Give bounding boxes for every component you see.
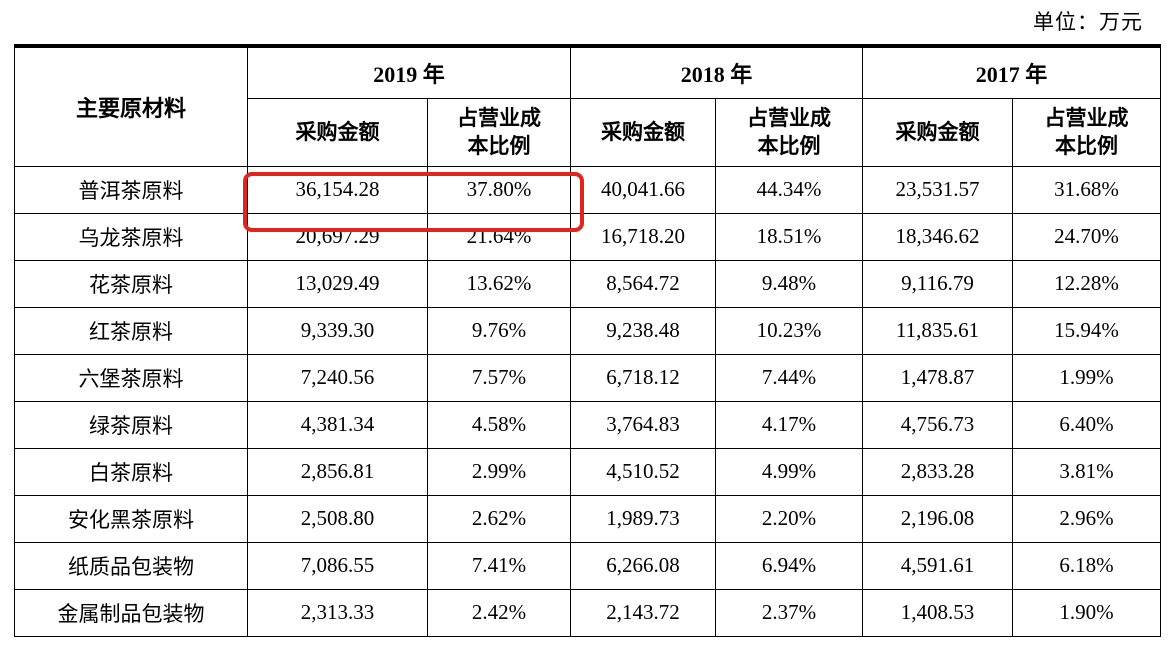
cell-2017-amount: 23,531.57 [862,165,1014,214]
cell-2017-ratio: 1.90% [1012,588,1162,637]
year-header-2019: 2019 年 [246,45,572,99]
row-label: 绿茶原料 [14,400,248,449]
cell-2019-amount: 4,381.34 [247,400,428,449]
cell-2019-amount: 7,240.56 [247,353,428,402]
cell-2017-amount: 1,408.53 [862,588,1014,637]
raw-materials-table: 主要原材料 2019 年 2018 年 2017 年 采购金额 占营业成 本比例… [14,44,1162,637]
table-row: 金属制品包装物 2,313.33 2.42% 2,143.72 2.37% 1,… [14,588,1162,637]
year-header-2017: 2017 年 [862,45,1162,99]
cell-2017-ratio: 31.68% [1012,165,1162,214]
row-label: 金属制品包装物 [14,588,248,637]
cell-2018-amount: 1,989.73 [570,494,717,543]
cell-2018-ratio: 4.17% [715,400,864,449]
cell-2017-amount: 4,591.61 [862,541,1014,590]
cell-2018-ratio: 9.48% [715,259,864,308]
row-label: 白茶原料 [14,447,248,496]
cell-2017-amount: 1,478.87 [862,353,1014,402]
cell-2018-ratio: 10.23% [715,306,864,355]
table-row: 乌龙茶原料 20,697.29 21.64% 16,718.20 18.51% … [14,212,1162,261]
cell-2018-amount: 6,266.08 [570,541,717,590]
cell-2019-amount: 2,313.33 [247,588,428,637]
row-label: 乌龙茶原料 [14,212,248,261]
table-row: 安化黑茶原料 2,508.80 2.62% 1,989.73 2.20% 2,1… [14,494,1162,543]
cell-2019-ratio: 2.99% [426,447,572,496]
cell-2017-amount: 9,116.79 [862,259,1014,308]
sub-header-ratio-2018: 占营业成 本比例 [715,97,864,167]
cell-2017-amount: 11,835.61 [862,306,1014,355]
cell-2018-ratio: 7.44% [715,353,864,402]
cell-2017-ratio: 3.81% [1012,447,1162,496]
cell-2019-ratio: 37.80% [426,165,572,214]
cell-2019-ratio: 9.76% [426,306,572,355]
row-label: 花茶原料 [14,259,248,308]
cell-2019-ratio: 21.64% [426,212,572,261]
cell-2018-ratio: 2.37% [715,588,864,637]
cell-2019-ratio: 2.42% [426,588,572,637]
cell-2017-ratio: 12.28% [1012,259,1162,308]
cell-2018-amount: 2,143.72 [570,588,717,637]
cell-2019-amount: 2,856.81 [247,447,428,496]
table-row: 花茶原料 13,029.49 13.62% 8,564.72 9.48% 9,1… [14,259,1162,308]
table-row: 绿茶原料 4,381.34 4.58% 3,764.83 4.17% 4,756… [14,400,1162,449]
cell-2019-amount: 9,339.30 [247,306,428,355]
cell-2019-amount: 20,697.29 [247,212,428,261]
cell-2018-amount: 8,564.72 [570,259,717,308]
cell-2019-ratio: 13.62% [426,259,572,308]
cell-2019-amount: 7,086.55 [247,541,428,590]
cell-2017-ratio: 15.94% [1012,306,1162,355]
cell-2017-ratio: 2.96% [1012,494,1162,543]
cell-2018-amount: 4,510.52 [570,447,717,496]
cell-2017-amount: 4,756.73 [862,400,1014,449]
cell-2018-ratio: 4.99% [715,447,864,496]
cell-2019-amount: 2,508.80 [247,494,428,543]
cell-2017-ratio: 1.99% [1012,353,1162,402]
cell-2018-amount: 16,718.20 [570,212,717,261]
sub-header-amount-2017: 采购金额 [862,97,1014,167]
cell-2019-ratio: 7.57% [426,353,572,402]
cell-2018-ratio: 6.94% [715,541,864,590]
row-label: 纸质品包装物 [14,541,248,590]
cell-2018-amount: 9,238.48 [570,306,717,355]
cell-2018-amount: 6,718.12 [570,353,717,402]
cell-2018-ratio: 2.20% [715,494,864,543]
cell-2019-ratio: 7.41% [426,541,572,590]
cell-2019-ratio: 4.58% [426,400,572,449]
table-header-sub-row: 采购金额 占营业成 本比例 采购金额 占营业成 本比例 采购金额 占营业成 本比… [15,97,1162,167]
cell-2019-amount: 36,154.28 [247,165,428,214]
cell-2017-amount: 2,833.28 [862,447,1014,496]
table-row: 普洱茶原料 36,154.28 37.80% 40,041.66 44.34% … [14,165,1162,214]
year-header-2018: 2018 年 [570,45,864,99]
cell-2017-amount: 2,196.08 [862,494,1014,543]
cell-2018-ratio: 44.34% [715,165,864,214]
cell-2017-ratio: 24.70% [1012,212,1162,261]
row-label: 六堡茶原料 [14,353,248,402]
cell-2018-ratio: 18.51% [715,212,864,261]
row-label: 安化黑茶原料 [14,494,248,543]
table-row: 红茶原料 9,339.30 9.76% 9,238.48 10.23% 11,8… [14,306,1162,355]
cell-2017-amount: 18,346.62 [862,212,1014,261]
cell-2018-amount: 40,041.66 [570,165,717,214]
corner-header: 主要原材料 [14,45,248,167]
sub-header-ratio-2019: 占营业成 本比例 [426,97,572,167]
row-label: 普洱茶原料 [14,165,248,214]
cell-2019-ratio: 2.62% [426,494,572,543]
sub-header-ratio-2017: 占营业成 本比例 [1012,97,1162,167]
table-header-year-row: 主要原材料 2019 年 2018 年 2017 年 [14,45,1162,167]
cell-2018-amount: 3,764.83 [570,400,717,449]
table-row: 六堡茶原料 7,240.56 7.57% 6,718.12 7.44% 1,47… [14,353,1162,402]
sub-header-amount-2019: 采购金额 [247,97,428,167]
unit-label: 单位：万元 [1033,10,1143,34]
row-label: 红茶原料 [14,306,248,355]
table-row: 白茶原料 2,856.81 2.99% 4,510.52 4.99% 2,833… [14,447,1162,496]
cell-2019-amount: 13,029.49 [247,259,428,308]
sub-header-amount-2018: 采购金额 [570,97,717,167]
cell-2017-ratio: 6.40% [1012,400,1162,449]
cell-2017-ratio: 6.18% [1012,541,1162,590]
table-row: 纸质品包装物 7,086.55 7.41% 6,266.08 6.94% 4,5… [14,541,1162,590]
